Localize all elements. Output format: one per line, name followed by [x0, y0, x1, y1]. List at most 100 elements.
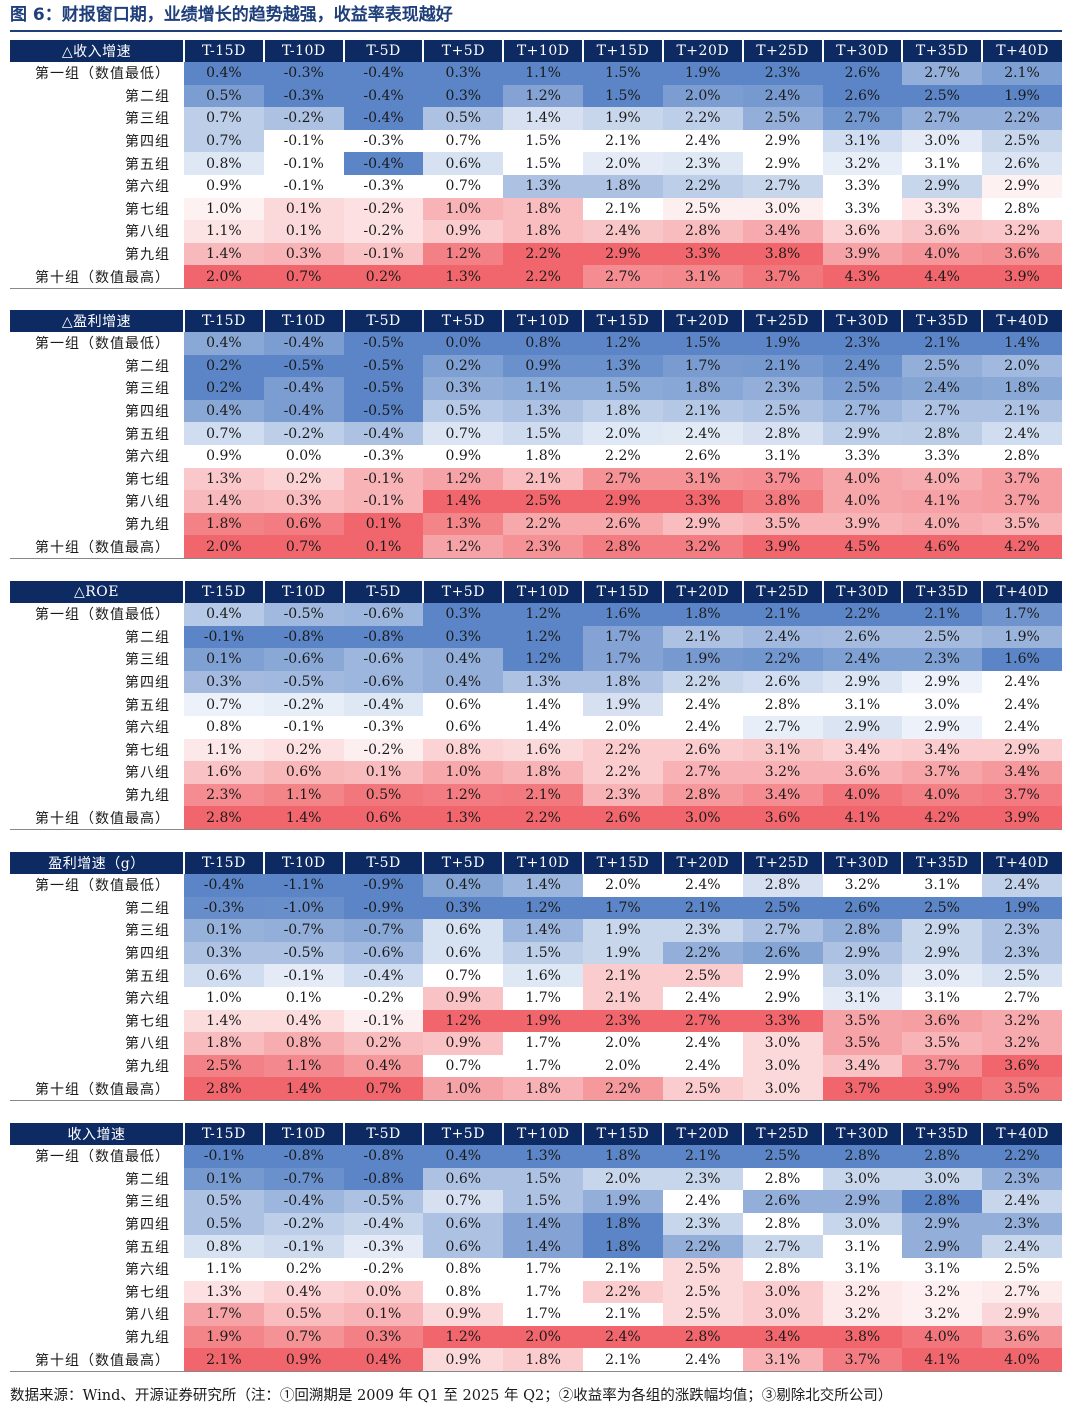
value-cell: 2.3% — [583, 783, 663, 807]
value-cell: 2.1% — [583, 964, 663, 987]
value-cell: 1.2% — [423, 783, 504, 807]
value-cell: 2.1% — [902, 332, 983, 355]
value-cell: 2.6% — [742, 1190, 823, 1213]
row-label: 第四组 — [10, 1212, 184, 1236]
row-label: 第九组 — [10, 1325, 184, 1349]
value-cell: 3.9% — [982, 265, 1062, 289]
value-cell: 2.7% — [583, 265, 663, 289]
value-cell: 4.2% — [982, 535, 1062, 559]
value-cell: -0.3% — [263, 84, 344, 108]
column-header: T+30D — [822, 310, 904, 332]
value-cell: 2.2% — [583, 1077, 663, 1101]
value-cell: 2.5% — [184, 1054, 264, 1078]
value-cell: 2.5% — [742, 1145, 823, 1168]
column-header: T+10D — [503, 852, 585, 874]
value-cell: 1.0% — [184, 197, 264, 221]
value-cell: -0.4% — [343, 964, 424, 987]
value-cell: 2.8% — [902, 422, 983, 445]
value-cell: -0.2% — [263, 422, 344, 445]
value-cell: 0.3% — [343, 1325, 424, 1349]
value-cell: 3.8% — [822, 1325, 903, 1349]
value-cell: 2.1% — [662, 896, 743, 920]
value-cell: 0.2% — [343, 265, 424, 289]
row-label: 第六组 — [10, 174, 184, 198]
column-header: T-10D — [263, 310, 345, 332]
value-cell: 2.9% — [822, 715, 903, 739]
value-cell: 2.5% — [662, 197, 743, 221]
column-header: T-15D — [184, 852, 265, 874]
value-cell: 2.7% — [982, 986, 1062, 1010]
value-cell: 2.8% — [742, 1167, 823, 1191]
value-cell: 1.4% — [503, 1235, 584, 1258]
value-cell: 2.6% — [822, 62, 903, 85]
value-cell: 2.2% — [503, 265, 584, 289]
value-cell: 0.7% — [263, 1325, 344, 1349]
value-cell: 1.7% — [583, 896, 663, 920]
value-cell: 2.1% — [662, 1145, 743, 1168]
value-cell: -0.8% — [263, 1145, 344, 1168]
value-cell: -0.4% — [263, 377, 344, 400]
panel-table: 收入增速 T-15D T-10D T-5D T+5D T+10D T+15D T+20D T+2… — [10, 1123, 1062, 1372]
value-cell: 2.8% — [662, 783, 743, 807]
value-cell: 1.8% — [662, 377, 743, 400]
value-cell: -0.4% — [263, 1190, 344, 1213]
value-cell: 2.6% — [822, 84, 903, 108]
value-cell: 2.1% — [982, 399, 1062, 423]
value-cell: -0.6% — [343, 603, 424, 626]
value-cell: 2.3% — [662, 919, 743, 942]
value-cell: 1.8% — [184, 1032, 264, 1055]
value-cell: 1.1% — [263, 783, 344, 807]
row-label: 第一组（数值最低） — [10, 62, 184, 85]
value-cell: 2.1% — [583, 1348, 663, 1372]
value-cell: 3.9% — [982, 806, 1062, 830]
table-row: 第二组 0.2% -0.5% -0.5% 0.2% 0.9% 1.3% 1.7% 2.1% 2.4… — [10, 354, 1062, 378]
value-cell: 4.6% — [902, 535, 983, 559]
value-cell: 0.9% — [503, 354, 584, 378]
value-cell: 2.7% — [822, 399, 903, 423]
value-cell: 0.4% — [184, 62, 264, 85]
value-cell: 3.1% — [822, 986, 903, 1010]
value-cell: 3.2% — [822, 1280, 903, 1304]
value-cell: 2.5% — [662, 1077, 743, 1101]
value-cell: 3.6% — [822, 761, 903, 784]
value-cell: 1.5% — [662, 332, 743, 355]
value-cell: -0.4% — [343, 62, 424, 85]
value-cell: 3.1% — [742, 738, 823, 762]
value-cell: 2.2% — [742, 648, 823, 671]
panel-table: 盈利增速（g） T-15D T-10D T-5D T+5D T+10D T+15D T+20D… — [10, 852, 1062, 1101]
value-cell: 2.9% — [583, 242, 663, 266]
value-cell: 2.9% — [902, 715, 983, 739]
value-cell: 0.5% — [423, 399, 504, 423]
value-cell: 3.1% — [822, 1257, 903, 1281]
row-label: 第九组 — [10, 512, 184, 536]
value-cell: -0.7% — [263, 919, 344, 942]
value-cell: 3.3% — [742, 1009, 823, 1033]
column-header: T-5D — [343, 581, 425, 603]
table-row: 第四组 0.4% -0.4% -0.5% 0.5% 1.3% 1.8% 2.1% 2.5% 2.7… — [10, 399, 1062, 423]
value-cell: 3.7% — [902, 1054, 983, 1078]
value-cell: -0.5% — [343, 354, 424, 378]
table-row: 第四组 0.7% -0.1% -0.3% 0.7% 1.5% 2.1% 2.4% 2.9% 3.1… — [10, 129, 1062, 153]
value-cell: -0.1% — [343, 242, 424, 266]
value-cell: 3.1% — [822, 1235, 903, 1258]
value-cell: 1.1% — [184, 738, 264, 762]
value-cell: 1.5% — [503, 422, 584, 445]
value-cell: -0.6% — [343, 648, 424, 671]
value-cell: 2.3% — [662, 1212, 743, 1236]
value-cell: 1.4% — [263, 806, 344, 830]
table-row: 第六组 1.1% 0.2% -0.2% 0.8% 1.7% 2.1% 2.5% 2.8% 3.1%… — [10, 1257, 1062, 1281]
value-cell: 3.2% — [662, 535, 743, 559]
value-cell: 2.1% — [583, 986, 663, 1010]
value-cell: 2.3% — [583, 1009, 663, 1033]
value-cell: 1.0% — [423, 761, 504, 784]
value-cell: 3.2% — [982, 220, 1062, 243]
value-cell: 3.7% — [742, 265, 823, 289]
value-cell: 2.4% — [583, 220, 663, 243]
value-cell: 1.9% — [583, 1190, 663, 1213]
value-cell: 3.7% — [982, 490, 1062, 513]
table-row: 第十组（数值最高） 2.0% 0.7% 0.2% 1.3% 2.2% 2.7% 3.1% 3.7… — [10, 265, 1062, 289]
value-cell: 3.1% — [902, 986, 983, 1010]
value-cell: 2.2% — [583, 738, 663, 762]
value-cell: -0.3% — [343, 444, 424, 468]
value-cell: 3.1% — [902, 152, 983, 175]
